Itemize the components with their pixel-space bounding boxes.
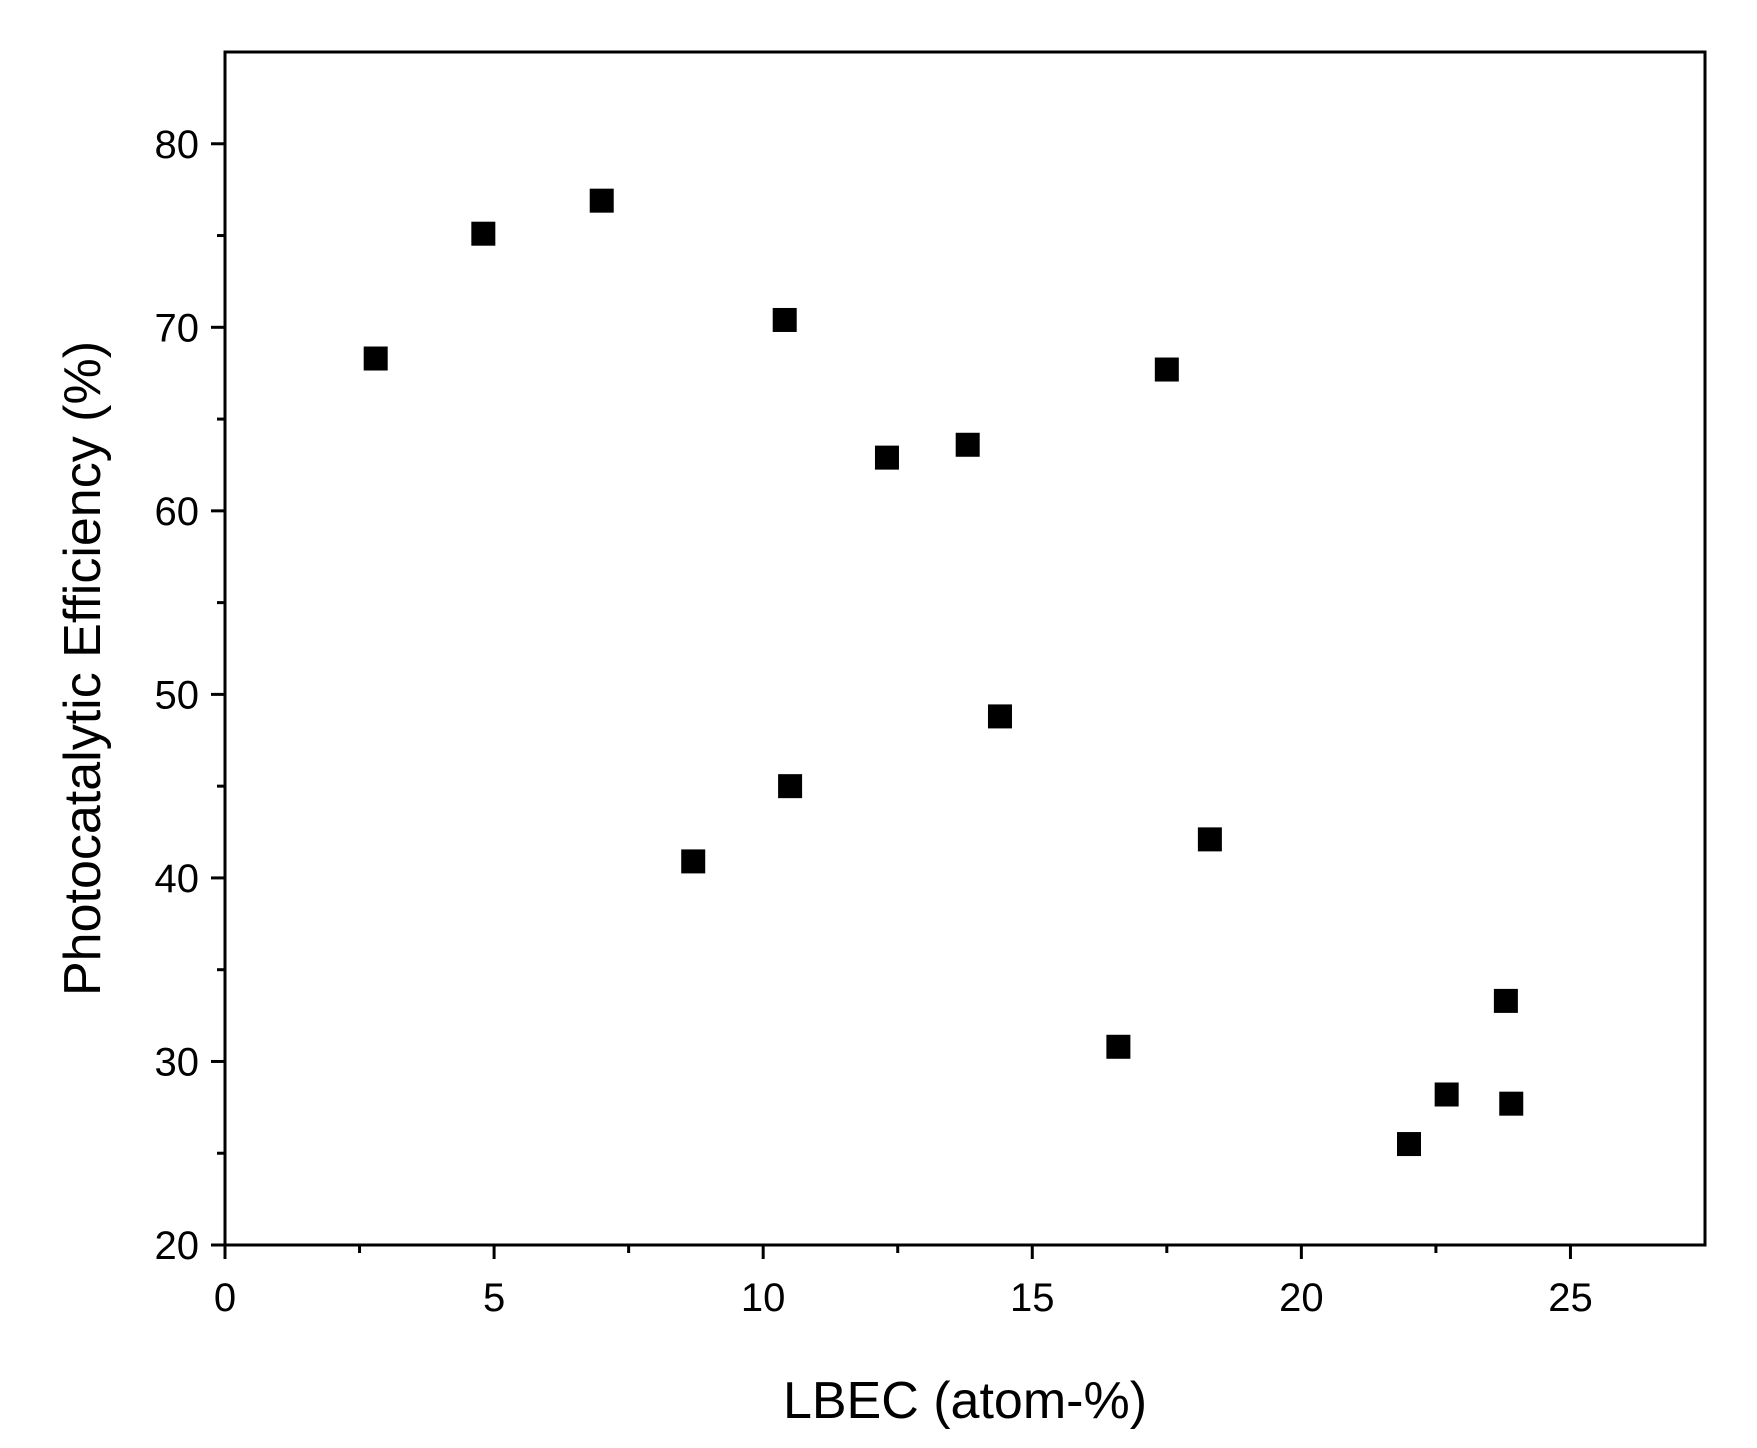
x-tick-label: 0 (214, 1276, 236, 1320)
x-tick-label: 15 (1010, 1276, 1055, 1320)
y-tick-label: 60 (155, 490, 200, 534)
data-point (987, 704, 1012, 729)
x-tick-label: 25 (1548, 1276, 1593, 1320)
data-point (778, 774, 803, 799)
data-point (1499, 1091, 1524, 1116)
data-point (1397, 1132, 1421, 1157)
data-point (1154, 357, 1179, 382)
data-point (363, 346, 388, 371)
y-tick-label: 50 (155, 673, 200, 717)
y-tick-label: 30 (155, 1040, 200, 1084)
data-points (363, 188, 1524, 1157)
data-point (1106, 1034, 1131, 1059)
x-tick-label: 10 (741, 1276, 786, 1320)
y-tick-label: 20 (155, 1224, 200, 1268)
data-point (955, 432, 980, 457)
y-tick-label: 80 (155, 123, 200, 167)
data-point (1197, 827, 1222, 852)
y-tick-label: 40 (155, 857, 200, 901)
data-point (772, 307, 797, 332)
tick-labels: 0 5 10 15 20 25 20 30 40 50 60 70 80 (155, 123, 1593, 1320)
x-tick-label: 20 (1279, 1276, 1324, 1320)
data-point (874, 445, 899, 470)
data-point (1434, 1082, 1459, 1107)
data-point (1493, 988, 1518, 1013)
data-point (471, 221, 496, 246)
plot-frame (223, 50, 1707, 1247)
y-tick-label: 70 (155, 306, 200, 350)
x-axis-label: LBEC (atom-%) (783, 1372, 1147, 1430)
data-point (681, 849, 706, 874)
y-axis-label: Photocatalytic Efficiency (%) (54, 341, 112, 996)
x-tick-label: 5 (483, 1276, 505, 1320)
data-point (589, 188, 614, 213)
